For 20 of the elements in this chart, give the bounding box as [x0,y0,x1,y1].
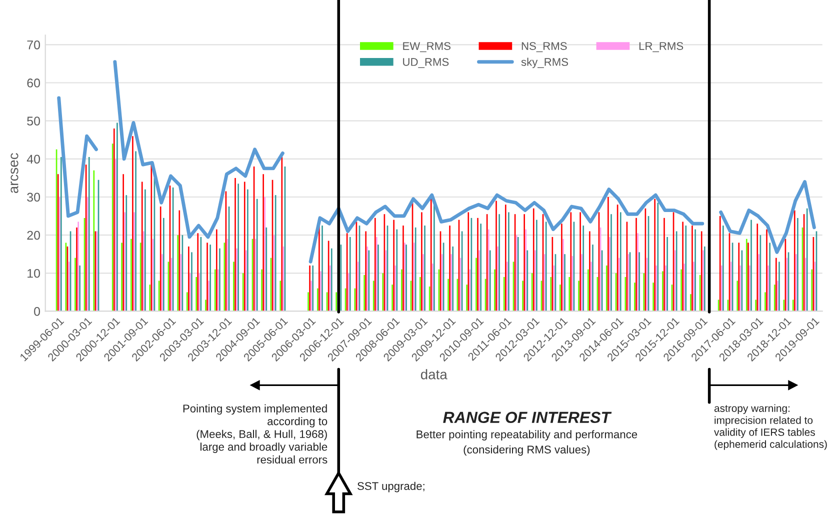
y-tick-label: 0 [34,307,40,316]
legend-label: UD_RMS [403,58,449,68]
text: RANGE OF INTEREST [443,412,612,424]
y-tick-label: 30 [27,192,40,202]
y-tick-label: 20 [27,230,40,240]
text: Pointing system implemented according to (Meeks, Ball, & Hull, 1968) large and broadly variable residual errors [183,404,328,464]
legend-label: LR_RMS [639,42,684,52]
text: astropy warning: imprecision related to validity of IERS tables (ephemerid calculations) [714,404,827,450]
y-tick-label: 40 [26,154,40,164]
y-tick-label: 60 [27,78,40,88]
y-tick-label: 50 [27,116,40,126]
legend-label: sky_RMS [521,58,568,68]
text: Better pointing repeatability and performance (considering RMS values) [416,430,638,456]
x-axis-title: data [420,369,448,380]
y-axis-title: arcsec [10,153,18,194]
legend-label: NS_RMS [522,42,567,52]
text: SST upgrade; [358,482,424,492]
legend-label: EW_RMS [403,42,450,52]
y-tick-label: 70 [27,40,40,50]
y-tick-label: 10 [28,268,40,278]
